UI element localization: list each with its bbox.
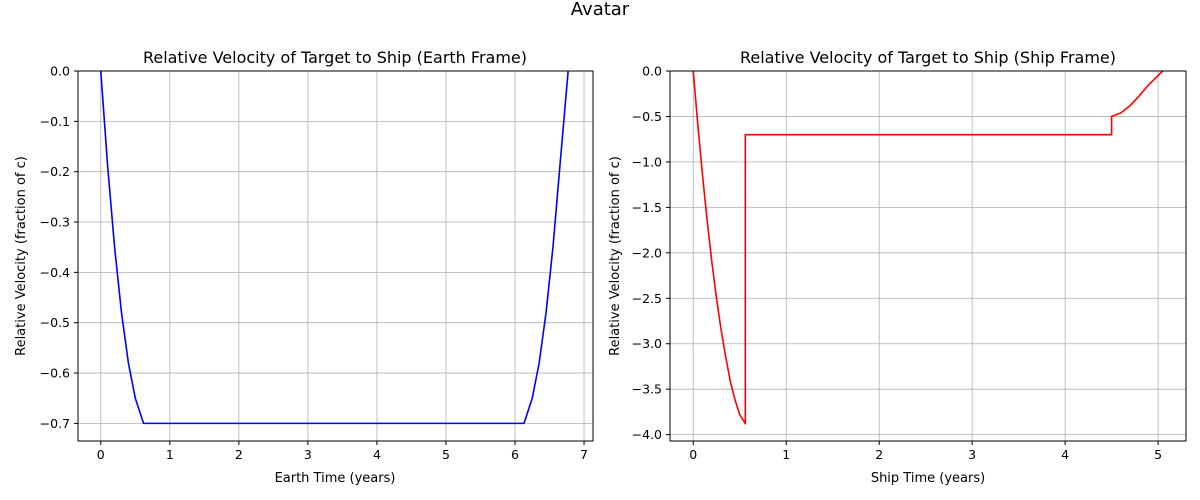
earth-frame-xtick-label-5: 5 bbox=[442, 447, 450, 462]
earth-frame-xtick-label-3: 3 bbox=[304, 447, 312, 462]
ship-frame-xtick-label-3: 3 bbox=[968, 447, 976, 462]
earth-frame-plot: Relative Velocity of Target to Ship (Ear… bbox=[14, 48, 594, 486]
ship-frame-ytick-label-1: −0.5 bbox=[632, 109, 662, 124]
earth-frame-xtick-label-2: 2 bbox=[235, 447, 243, 462]
earth-frame-ytick-label-0: 0.0 bbox=[50, 64, 70, 79]
earth-frame-xtick-label-0: 0 bbox=[97, 447, 105, 462]
ship-frame-title: Relative Velocity of Target to Ship (Shi… bbox=[740, 48, 1116, 67]
ship-frame-xtick-label-5: 5 bbox=[1154, 447, 1162, 462]
ship-frame-ytick-label-7: −3.5 bbox=[632, 382, 662, 397]
earth-frame-ytick-label-5: −0.5 bbox=[40, 315, 70, 330]
ship-frame-ytick-label-3: −1.5 bbox=[632, 200, 662, 215]
ship-frame-xtick-label-2: 2 bbox=[875, 447, 883, 462]
earth-frame-xlabel: Earth Time (years) bbox=[275, 471, 396, 486]
ship-frame-xtick-label-0: 0 bbox=[689, 447, 697, 462]
ship-frame-ytick-label-0: 0.0 bbox=[642, 64, 662, 79]
ship-frame-ytick-label-2: −1.0 bbox=[632, 154, 662, 169]
ship-frame-axes-frame bbox=[669, 70, 1187, 442]
earth-frame-ytick-label-1: −0.1 bbox=[40, 114, 70, 129]
ship-frame-plot: Relative Velocity of Target to Ship (Shi… bbox=[608, 48, 1187, 486]
earth-frame-xtick-label-6: 6 bbox=[511, 447, 519, 462]
earth-frame-ytick-label-6: −0.6 bbox=[40, 366, 70, 381]
ship-frame-xtick-label-4: 4 bbox=[1061, 447, 1069, 462]
ship-frame-xtick-label-1: 1 bbox=[782, 447, 790, 462]
earth-frame-ytick-label-4: −0.4 bbox=[40, 265, 70, 280]
ship-frame-ytick-label-6: −3.0 bbox=[632, 336, 662, 351]
ship-frame-series-line-0 bbox=[692, 70, 1164, 425]
ship-frame-xlabel: Ship Time (years) bbox=[871, 471, 985, 486]
earth-frame-series-line-0 bbox=[99, 70, 569, 425]
earth-frame-axes-frame bbox=[77, 70, 594, 442]
ship-frame-ytick-label-5: −2.5 bbox=[632, 291, 662, 306]
figure-suptitle: Avatar bbox=[571, 0, 630, 20]
earth-frame-xtick-label-7: 7 bbox=[580, 447, 588, 462]
earth-frame-xtick-label-1: 1 bbox=[166, 447, 174, 462]
earth-frame-title: Relative Velocity of Target to Ship (Ear… bbox=[143, 48, 527, 67]
ship-frame-ylabel: Relative Velocity (fraction of c) bbox=[608, 156, 623, 356]
ship-frame-ytick-label-8: −4.0 bbox=[632, 427, 662, 442]
earth-frame-xtick-label-4: 4 bbox=[373, 447, 381, 462]
earth-frame-ylabel: Relative Velocity (fraction of c) bbox=[14, 156, 29, 356]
ship-frame-ytick-label-4: −2.0 bbox=[632, 245, 662, 260]
earth-frame-ytick-label-7: −0.7 bbox=[40, 416, 70, 431]
earth-frame-ytick-label-2: −0.2 bbox=[40, 164, 70, 179]
earth-frame-ytick-label-3: −0.3 bbox=[40, 215, 70, 230]
